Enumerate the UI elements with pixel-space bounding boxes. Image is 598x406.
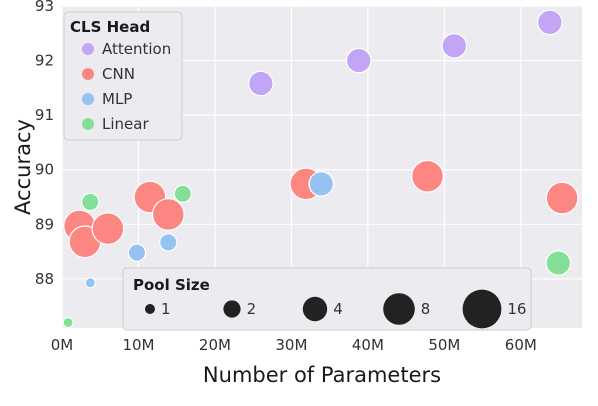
point-linear — [62, 316, 74, 329]
legend-label-linear: Linear — [102, 115, 149, 133]
point-linear — [545, 250, 572, 276]
cls-head-legend: CLS Head Attention CNN MLP Linear — [63, 11, 183, 141]
x-axis-label: Number of Parameters — [203, 363, 441, 387]
tick-labels: 0M 10M 20M 30M 40M 50M 60M 88 89 90 91 92 93 — [35, 0, 537, 354]
point-cnn — [151, 198, 185, 231]
pool-size-label-2: 2 — [247, 300, 257, 318]
point-linear — [173, 184, 193, 203]
point-attention — [248, 70, 274, 97]
x-tick-label: 30M — [275, 336, 307, 354]
legend-label-cnn: CNN — [102, 65, 135, 83]
y-tick-label: 91 — [35, 106, 54, 124]
point-attention — [537, 9, 563, 36]
pool-size-legend-title: Pool Size — [133, 276, 210, 294]
x-tick-label: 50M — [428, 336, 460, 354]
x-tick-label: 40M — [352, 336, 384, 354]
pool-size-label-4: 4 — [333, 300, 343, 318]
y-tick-label: 90 — [35, 161, 54, 179]
pool-size-marker-4 — [302, 296, 328, 322]
point-mlp — [308, 171, 335, 197]
point-mlp — [159, 233, 178, 252]
x-tick-label: 60M — [505, 336, 537, 354]
pool-size-label-8: 8 — [421, 300, 431, 318]
point-mlp — [84, 277, 96, 289]
cls-head-legend-title: CLS Head — [70, 18, 150, 36]
legend-label-mlp: MLP — [102, 90, 132, 108]
pool-size-legend: Pool Size 1 2 4 8 16 — [122, 267, 532, 331]
pool-size-marker-16 — [462, 289, 502, 329]
legend-label-attention: Attention — [102, 40, 171, 58]
x-tick-label: 0M — [51, 336, 74, 354]
y-tick-label: 92 — [35, 52, 54, 70]
y-tick-label: 88 — [35, 270, 54, 288]
y-axis-label: Accuracy — [11, 119, 35, 215]
point-cnn — [411, 159, 444, 193]
y-tick-label: 93 — [35, 0, 54, 15]
point-mlp — [127, 243, 147, 262]
point-attention — [441, 33, 468, 59]
x-tick-label: 20M — [199, 336, 231, 354]
point-attention — [345, 47, 372, 74]
point-linear — [81, 192, 100, 212]
legend-marker-linear — [82, 118, 94, 130]
pool-size-label-16: 16 — [507, 300, 526, 318]
legend-marker-cnn — [82, 68, 94, 80]
x-tick-label: 10M — [122, 336, 154, 354]
pool-size-marker-1 — [145, 304, 155, 314]
pool-size-marker-8 — [383, 293, 415, 325]
pool-size-legend-box — [122, 267, 532, 331]
pool-size-label-1: 1 — [161, 300, 171, 318]
cls-head-legend-box — [63, 11, 183, 141]
legend-marker-mlp — [82, 93, 94, 105]
pool-size-marker-2 — [223, 300, 241, 318]
point-cnn — [91, 212, 125, 246]
point-cnn — [545, 181, 579, 215]
y-tick-label: 89 — [35, 215, 54, 233]
legend-marker-attention — [82, 43, 94, 55]
